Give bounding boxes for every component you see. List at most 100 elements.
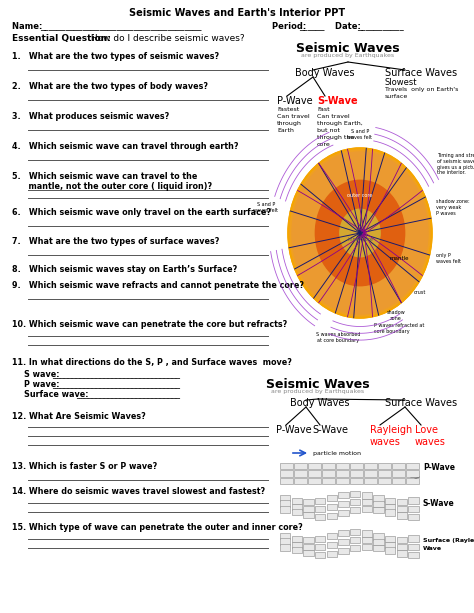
Bar bbox=[406, 478, 419, 484]
Text: 14. Where do seismic waves travel slowest and fastest?: 14. Where do seismic waves travel slowes… bbox=[12, 487, 265, 496]
Text: are produced by Earthquakes: are produced by Earthquakes bbox=[301, 53, 394, 58]
Bar bbox=[303, 550, 314, 556]
Bar bbox=[350, 507, 361, 514]
Bar bbox=[308, 478, 321, 484]
Text: 7.   What are the two types of surface waves?: 7. What are the two types of surface wav… bbox=[12, 237, 219, 246]
Bar bbox=[338, 501, 349, 507]
Bar bbox=[322, 463, 335, 470]
Text: Fast: Fast bbox=[317, 107, 329, 112]
Text: S waves absorbed
at core boundary: S waves absorbed at core boundary bbox=[316, 332, 361, 343]
Text: 8.   Which seismic waves stay on Earth’s Surface?: 8. Which seismic waves stay on Earth’s S… bbox=[12, 265, 237, 274]
Bar bbox=[336, 470, 349, 477]
Ellipse shape bbox=[288, 148, 432, 318]
Text: shadow
zone: shadow zone bbox=[387, 310, 405, 321]
Bar bbox=[397, 550, 407, 557]
Text: ______: ______ bbox=[299, 22, 325, 31]
Bar bbox=[315, 552, 326, 558]
Text: Seismic Waves: Seismic Waves bbox=[296, 42, 400, 55]
Bar bbox=[280, 544, 291, 550]
Bar bbox=[397, 537, 407, 543]
Text: P waves refracted at
core boundary: P waves refracted at core boundary bbox=[374, 323, 425, 334]
Text: 15. Which type of wave can penetrate the outer and inner core?: 15. Which type of wave can penetrate the… bbox=[12, 523, 303, 532]
Bar bbox=[350, 498, 361, 505]
Bar bbox=[385, 542, 395, 548]
Bar bbox=[350, 536, 361, 543]
Bar bbox=[392, 463, 405, 470]
Bar bbox=[385, 547, 395, 554]
Bar bbox=[294, 463, 307, 470]
Bar bbox=[338, 492, 349, 498]
Text: inner core: inner core bbox=[347, 237, 373, 242]
Bar bbox=[385, 509, 395, 516]
Bar bbox=[315, 544, 326, 550]
Bar bbox=[374, 506, 384, 513]
Text: core: core bbox=[317, 142, 331, 147]
Text: Can travel: Can travel bbox=[277, 114, 310, 119]
Text: only P
waves felt: only P waves felt bbox=[436, 253, 461, 264]
Text: Date:: Date: bbox=[335, 22, 364, 31]
Bar bbox=[315, 514, 326, 520]
Ellipse shape bbox=[290, 150, 430, 316]
Bar bbox=[280, 506, 291, 512]
Text: Fastest: Fastest bbox=[277, 107, 299, 112]
Text: Essential Question:: Essential Question: bbox=[12, 34, 111, 43]
Bar bbox=[378, 463, 391, 470]
Bar bbox=[327, 513, 337, 519]
Bar bbox=[408, 514, 419, 520]
Bar bbox=[292, 503, 302, 510]
Text: surface: surface bbox=[385, 94, 408, 99]
Text: mantle: mantle bbox=[390, 256, 410, 261]
Bar bbox=[378, 470, 391, 477]
Bar bbox=[292, 536, 302, 542]
Bar bbox=[374, 501, 384, 507]
Text: Wave: Wave bbox=[423, 546, 442, 551]
Text: 9.   Which seismic wave refracts and cannot penetrate the core?: 9. Which seismic wave refracts and canno… bbox=[12, 281, 304, 290]
Text: shadow zone:
very weak
P waves: shadow zone: very weak P waves bbox=[436, 199, 470, 216]
Bar bbox=[292, 547, 302, 553]
Text: 3.   What produces seismic waves?: 3. What produces seismic waves? bbox=[12, 112, 169, 121]
Bar bbox=[350, 491, 361, 497]
Bar bbox=[362, 530, 372, 537]
Text: Period:: Period: bbox=[272, 22, 309, 31]
Bar bbox=[397, 499, 407, 505]
Text: Earth: Earth bbox=[277, 128, 294, 133]
Bar bbox=[374, 495, 384, 501]
Bar bbox=[327, 504, 337, 510]
Text: ___________: ___________ bbox=[357, 22, 404, 31]
Bar bbox=[362, 506, 372, 512]
Text: How do I describe seismic waves?: How do I describe seismic waves? bbox=[88, 34, 245, 43]
Text: are produced by Earthquakes: are produced by Earthquakes bbox=[272, 389, 365, 394]
Text: Slowest: Slowest bbox=[385, 78, 418, 87]
Text: Love
waves: Love waves bbox=[415, 425, 446, 447]
Text: Can travel: Can travel bbox=[317, 114, 350, 119]
Bar bbox=[362, 492, 372, 499]
Text: through: through bbox=[277, 121, 302, 126]
Bar bbox=[364, 470, 377, 477]
Bar bbox=[327, 551, 337, 557]
Bar bbox=[397, 544, 407, 550]
Bar bbox=[397, 506, 407, 512]
Bar bbox=[397, 512, 407, 519]
Text: 11. In what directions do the S, P , and Surface waves  move?: 11. In what directions do the S, P , and… bbox=[12, 358, 292, 367]
Bar bbox=[350, 529, 361, 535]
Text: Surface wave:: Surface wave: bbox=[24, 390, 89, 399]
Bar bbox=[280, 463, 293, 470]
Text: __________________________: __________________________ bbox=[76, 390, 180, 399]
Bar bbox=[308, 463, 321, 470]
Text: Rayleigh
waves: Rayleigh waves bbox=[370, 425, 412, 447]
Text: 6.   Which seismic wave only travel on the earth surface?: 6. Which seismic wave only travel on the… bbox=[12, 208, 271, 217]
Text: S wave:: S wave: bbox=[24, 370, 60, 379]
Bar bbox=[406, 463, 419, 470]
Bar bbox=[364, 463, 377, 470]
Bar bbox=[315, 536, 326, 542]
Text: 10. Which seismic wave can penetrate the core but refracts?: 10. Which seismic wave can penetrate the… bbox=[12, 320, 287, 329]
Bar bbox=[408, 552, 419, 558]
Text: through the: through the bbox=[317, 135, 354, 140]
Bar bbox=[385, 536, 395, 543]
Text: P-Wave: P-Wave bbox=[277, 96, 313, 106]
Text: 2.   What are the two types of body waves?: 2. What are the two types of body waves? bbox=[12, 82, 208, 91]
Bar bbox=[350, 545, 361, 552]
Text: 5.   Which seismic wave can travel to the
      mantle, not the outer core ( liq: 5. Which seismic wave can travel to the … bbox=[12, 172, 212, 191]
Bar bbox=[294, 478, 307, 484]
Bar bbox=[350, 463, 363, 470]
